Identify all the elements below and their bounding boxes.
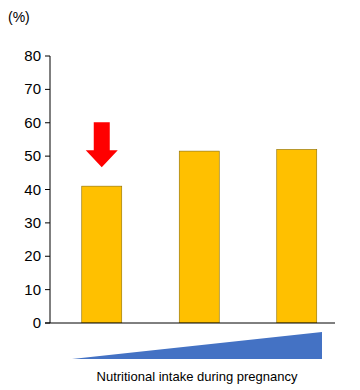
y-tick-label: 0 [33, 314, 41, 331]
y-tick [45, 122, 50, 123]
y-tick-label: 40 [24, 181, 41, 198]
y-axis-label: (%) [8, 9, 30, 25]
y-tick [45, 222, 50, 223]
chart: 0 10 20 30 40 50 60 70 80 (%) Nutritional intake d… [0, 0, 360, 390]
y-tick [45, 189, 50, 190]
y-tick-label: 50 [24, 147, 41, 164]
x-axis-label: Nutritional intake during pregnancy [97, 369, 298, 384]
y-tick-label: 30 [24, 214, 41, 231]
arrow [86, 122, 118, 167]
y-tick-label: 70 [24, 80, 41, 97]
y-tick [45, 56, 50, 57]
intake-wedge [72, 332, 322, 359]
y-tick-label: 10 [24, 281, 41, 298]
bar [82, 186, 122, 323]
y-tick-label: 20 [24, 247, 41, 264]
y-tick-label: 80 [24, 47, 41, 64]
y-tick-label: 60 [24, 114, 41, 131]
y-tick [45, 156, 50, 157]
bars [82, 149, 317, 323]
bar [277, 149, 317, 323]
y-tick [45, 256, 50, 257]
y-tick [45, 289, 50, 290]
bar [179, 151, 219, 323]
y-tick [45, 89, 50, 90]
y-tick [45, 323, 50, 324]
x-axis [45, 323, 335, 324]
